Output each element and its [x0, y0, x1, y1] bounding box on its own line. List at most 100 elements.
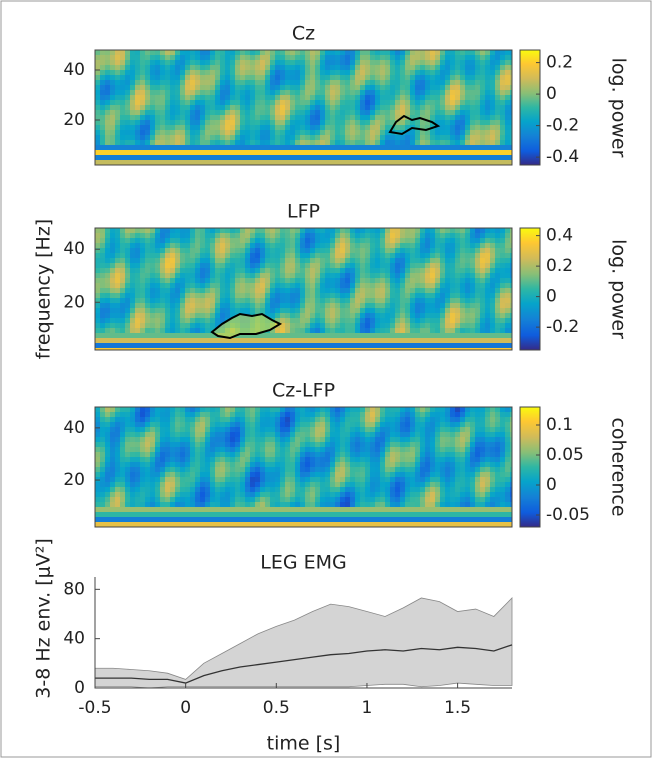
heatmap-cell [175, 492, 181, 498]
heatmap-cell [210, 497, 216, 503]
heatmap-cell [385, 268, 391, 274]
heatmap-cell [370, 120, 376, 126]
heatmap-cell [295, 258, 301, 264]
heatmap-cell [435, 95, 441, 101]
heatmap-cell [410, 135, 416, 141]
heatmap-cell [155, 145, 161, 151]
heatmap-cell [495, 243, 501, 249]
heatmap-cell [280, 462, 286, 468]
heatmap-cell [430, 343, 436, 349]
heatmap-cell [170, 115, 176, 121]
heatmap-cell [370, 318, 376, 324]
heatmap-cell [240, 417, 246, 423]
heatmap-cell [105, 417, 111, 423]
heatmap-cell [300, 90, 306, 96]
heatmap-cell [305, 100, 311, 106]
heatmap-cell [335, 263, 341, 269]
heatmap-cell [160, 253, 166, 259]
heatmap-cell [265, 125, 271, 131]
heatmap-cell [125, 65, 131, 71]
heatmap-cell [280, 70, 286, 76]
heatmap-cell [110, 288, 116, 294]
heatmap-cell [465, 228, 471, 234]
heatmap-cell [350, 100, 356, 106]
heatmap-cell [235, 512, 241, 518]
heatmap-cell [145, 238, 151, 244]
heatmap-cell [295, 105, 301, 111]
heatmap-cell [250, 268, 256, 274]
heatmap-cell [300, 278, 306, 284]
heatmap-cell [375, 145, 381, 151]
heatmap-cell [380, 90, 386, 96]
heatmap-cell [370, 125, 376, 131]
heatmap-cell [125, 313, 131, 319]
heatmap-cell [280, 95, 286, 101]
heatmap-cell [185, 472, 191, 478]
heatmap-cell [320, 80, 326, 86]
heatmap-cell [390, 343, 396, 349]
heatmap-cell [330, 283, 336, 289]
heatmap-cell [270, 70, 276, 76]
heatmap-cell [395, 110, 401, 116]
heatmap-cell [215, 90, 221, 96]
heatmap-cell [240, 75, 246, 81]
heatmap-cell [505, 110, 511, 116]
heatmap-cell [365, 333, 371, 339]
heatmap-cell [260, 293, 266, 299]
heatmap-cell [355, 268, 361, 274]
heatmap-cell [210, 472, 216, 478]
heatmap-cell [115, 140, 121, 146]
heatmap-cell [125, 273, 131, 279]
heatmap-cell [490, 253, 496, 259]
heatmap-cell [235, 65, 241, 71]
heatmap-cell [200, 477, 206, 483]
heatmap-cell [315, 125, 321, 131]
heatmap-cell [160, 348, 166, 354]
heatmap-cell [440, 258, 446, 264]
heatmap-cell [480, 228, 486, 234]
heatmap-cell [225, 80, 231, 86]
heatmap-cell [485, 253, 491, 259]
heatmap-cell [290, 258, 296, 264]
heatmap-cell [465, 313, 471, 319]
heatmap-cell [405, 288, 411, 294]
heatmap-cell [450, 283, 456, 289]
heatmap-cell [140, 228, 146, 234]
heatmap-cell [475, 303, 481, 309]
heatmap-cell [255, 298, 261, 304]
heatmap-cell [205, 333, 211, 339]
heatmap-cell [205, 95, 211, 101]
heatmap-cell [295, 248, 301, 254]
heatmap-cell [305, 90, 311, 96]
heatmap-cell [500, 130, 506, 136]
heatmap-cell [435, 70, 441, 76]
heatmap-cell [100, 517, 106, 523]
heatmap-cell [280, 442, 286, 448]
heatmap-cell [240, 233, 246, 239]
heatmap-cell [290, 273, 296, 279]
heatmap-cell [285, 293, 291, 299]
heatmap-cell [275, 283, 281, 289]
heatmap-cell [330, 348, 336, 354]
heatmap-cell [375, 273, 381, 279]
heatmap-cell [445, 273, 451, 279]
heatmap-cell [405, 278, 411, 284]
heatmap-cell [155, 487, 161, 493]
heatmap-cell [450, 278, 456, 284]
heatmap-cell [255, 95, 261, 101]
heatmap-cell [210, 482, 216, 488]
heatmap-cell [255, 258, 261, 264]
heatmap-cell [190, 100, 196, 106]
heatmap-cell [215, 155, 221, 161]
heatmap-cell [480, 155, 486, 161]
heatmap-cell [145, 130, 151, 136]
heatmap-cell [500, 150, 506, 156]
heatmap-cell [250, 258, 256, 264]
heatmap-cell [450, 348, 456, 354]
heatmap-cell [115, 477, 121, 483]
heatmap-cell [165, 243, 171, 249]
heatmap-cell [465, 323, 471, 329]
heatmap-cell [140, 432, 146, 438]
heatmap-cell [400, 318, 406, 324]
heatmap-cell [235, 467, 241, 473]
